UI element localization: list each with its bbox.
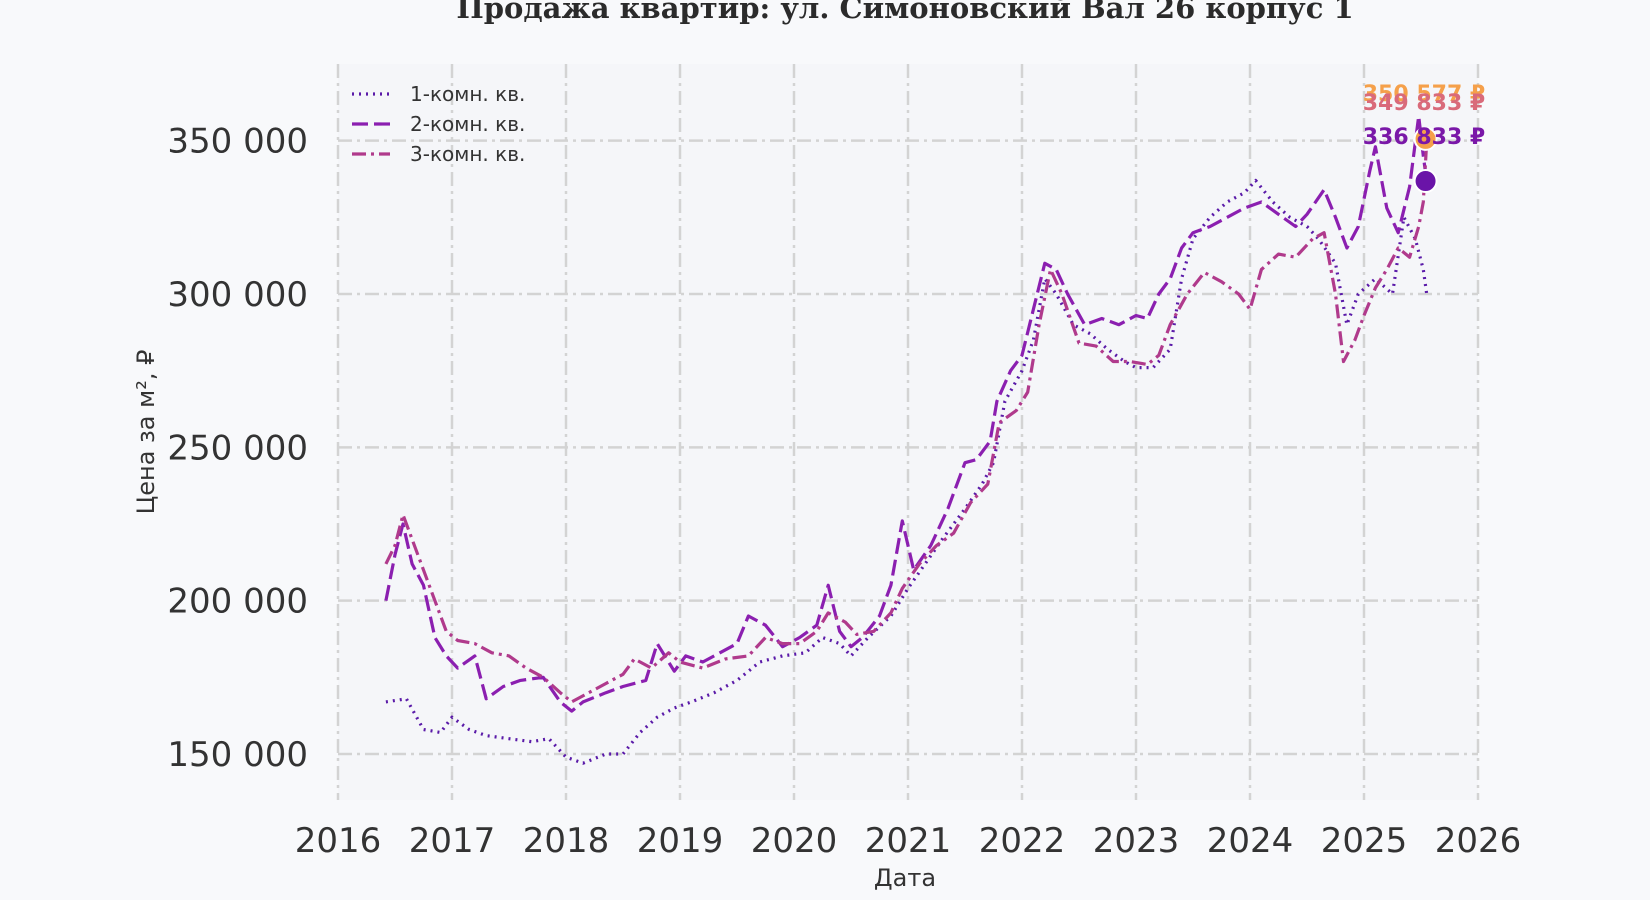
legend: 1-комн. кв. 2-комн. кв. 3-комн. кв. <box>352 82 525 166</box>
legend-label: 1-комн. кв. <box>410 82 525 106</box>
end-value-label: 336 833 ₽ <box>1363 125 1485 150</box>
series-group <box>384 114 1429 765</box>
x-tick-label: 2020 <box>751 821 838 861</box>
x-tick-label: 2017 <box>409 821 496 861</box>
y-tick-label: 150 000 <box>167 735 308 775</box>
end-point-marker <box>1413 169 1438 194</box>
x-tick-label: 2026 <box>1435 821 1522 861</box>
end-point-marker <box>1413 126 1438 151</box>
chart-title: Продажа квартир: ул. Симоновский Вал 26 … <box>456 0 1353 25</box>
x-tick-label: 2018 <box>523 821 610 861</box>
x-tick-label: 2023 <box>1093 821 1180 861</box>
series-line-1room <box>385 178 1429 765</box>
x-tick-label: 2016 <box>295 821 382 861</box>
x-axis-label: Дата <box>874 864 936 892</box>
series-line-3room <box>384 141 1429 704</box>
x-tick-label: 2022 <box>979 821 1066 861</box>
y-tick-label: 250 000 <box>167 428 308 468</box>
x-tick-label: 2021 <box>865 821 952 861</box>
legend-label: 2-комн. кв. <box>410 112 525 136</box>
y-tick-label: 200 000 <box>167 582 308 622</box>
x-tick-label: 2024 <box>1207 821 1294 861</box>
end-markers: 350 577 ₽349 833 ₽ 336 833 ₽ <box>1363 82 1485 194</box>
tick-labels: 2016 2017 2018 2019 2020 2021 2022 2023 2024 2025… <box>167 122 1521 861</box>
end-value-label: 350 577 ₽ <box>1363 82 1485 107</box>
y-tick-label: 300 000 <box>167 275 308 315</box>
x-tick-label: 2019 <box>637 821 724 861</box>
end-value-label: 349 833 ₽ <box>1363 91 1485 116</box>
series-line-2room <box>384 114 1429 713</box>
y-axis-label: Цена за м², ₽ <box>132 350 160 515</box>
x-tick-label: 2025 <box>1321 821 1408 861</box>
legend-label: 3-комн. кв. <box>410 142 525 166</box>
y-tick-label: 350 000 <box>167 122 308 162</box>
grid-lines <box>336 64 1480 800</box>
